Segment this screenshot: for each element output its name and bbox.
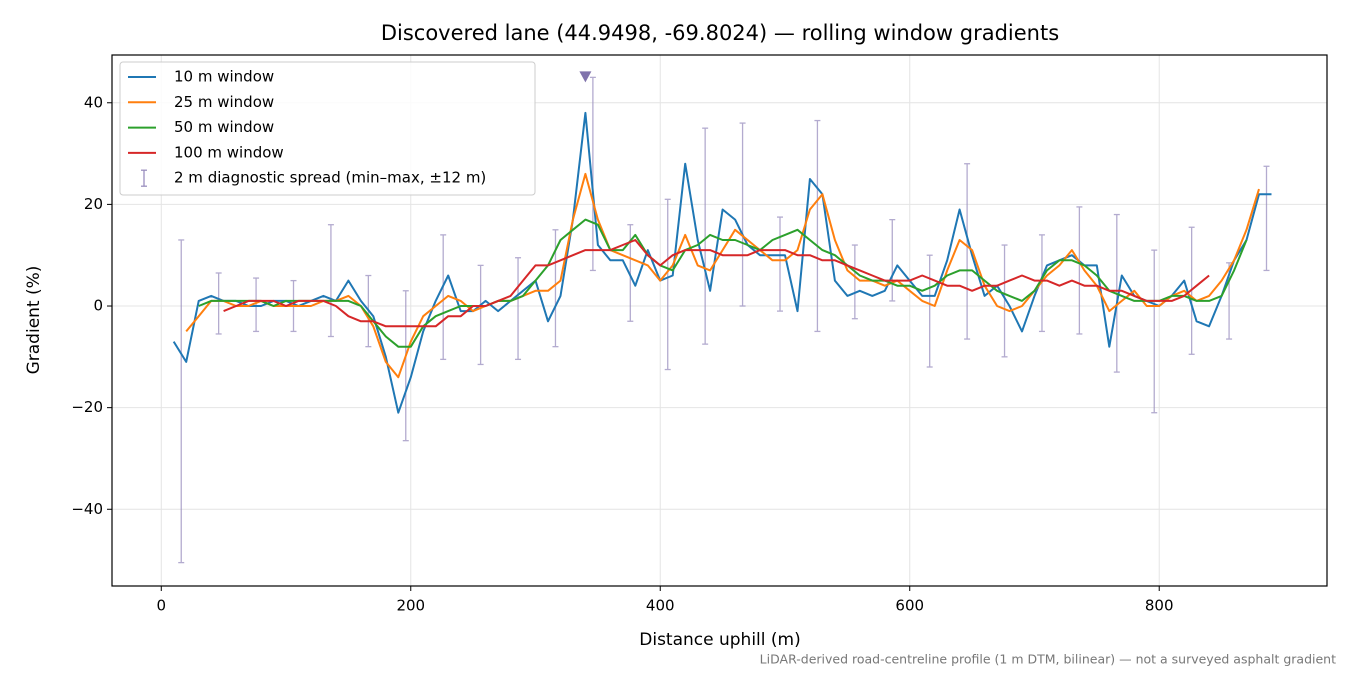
y-axis-label: Gradient (%) bbox=[24, 266, 44, 375]
legend-label: 2 m diagnostic spread (min–max, ±12 m) bbox=[174, 169, 486, 187]
error-bar bbox=[664, 198, 671, 371]
error-bar bbox=[964, 163, 971, 340]
chart-title: Discovered lane (44.9498, -69.8024) — ro… bbox=[381, 21, 1059, 45]
error-bar bbox=[1151, 249, 1158, 414]
legend-label: 50 m window bbox=[174, 118, 274, 136]
error-bar bbox=[702, 127, 709, 345]
series-line bbox=[223, 239, 1210, 328]
x-tick-label: 200 bbox=[396, 597, 425, 615]
x-axis-label: Distance uphill (m) bbox=[639, 630, 800, 650]
error-bar bbox=[926, 254, 933, 368]
error-bar bbox=[477, 264, 484, 366]
y-tick-label: 40 bbox=[84, 93, 103, 111]
x-tick-label: 400 bbox=[646, 597, 675, 615]
legend-box bbox=[119, 61, 536, 196]
plot-area bbox=[172, 71, 1272, 564]
legend-label: 10 m window bbox=[174, 68, 274, 86]
error-bar bbox=[402, 290, 409, 442]
error-bar bbox=[253, 277, 260, 333]
error-bar bbox=[440, 234, 447, 361]
y-tick-label: −20 bbox=[71, 398, 103, 416]
error-bar bbox=[739, 122, 746, 307]
legend-label: 25 m window bbox=[174, 93, 274, 111]
error-bar bbox=[1001, 244, 1008, 358]
grid bbox=[112, 55, 1327, 586]
y-tick-label: −40 bbox=[71, 500, 103, 518]
error-bar bbox=[777, 216, 784, 312]
error-bar bbox=[515, 257, 522, 361]
x-tick-label: 800 bbox=[1145, 597, 1174, 615]
x-tick-label: 600 bbox=[895, 597, 924, 615]
y-tick-label: 0 bbox=[93, 297, 103, 315]
error-bar bbox=[1076, 206, 1083, 335]
y-tick-label: 20 bbox=[84, 195, 103, 213]
error-bar bbox=[1263, 165, 1270, 272]
error-bar bbox=[327, 224, 334, 338]
error-bar bbox=[851, 244, 858, 320]
error-bar bbox=[215, 272, 222, 335]
legend-label: 100 m window bbox=[174, 143, 284, 161]
error-bar bbox=[814, 119, 821, 333]
error-bar bbox=[589, 76, 596, 272]
x-tick-label: 0 bbox=[157, 597, 167, 615]
error-bar bbox=[889, 218, 896, 302]
series-line bbox=[172, 111, 1272, 414]
legend: 10 m window 25 m window 50 m window 100 m w… bbox=[119, 61, 536, 196]
overflow-marker bbox=[579, 71, 592, 83]
axes-frame bbox=[111, 54, 1328, 587]
footnote: LiDAR-derived road-centreline profile (1… bbox=[760, 652, 1336, 667]
error-bar bbox=[178, 239, 185, 564]
